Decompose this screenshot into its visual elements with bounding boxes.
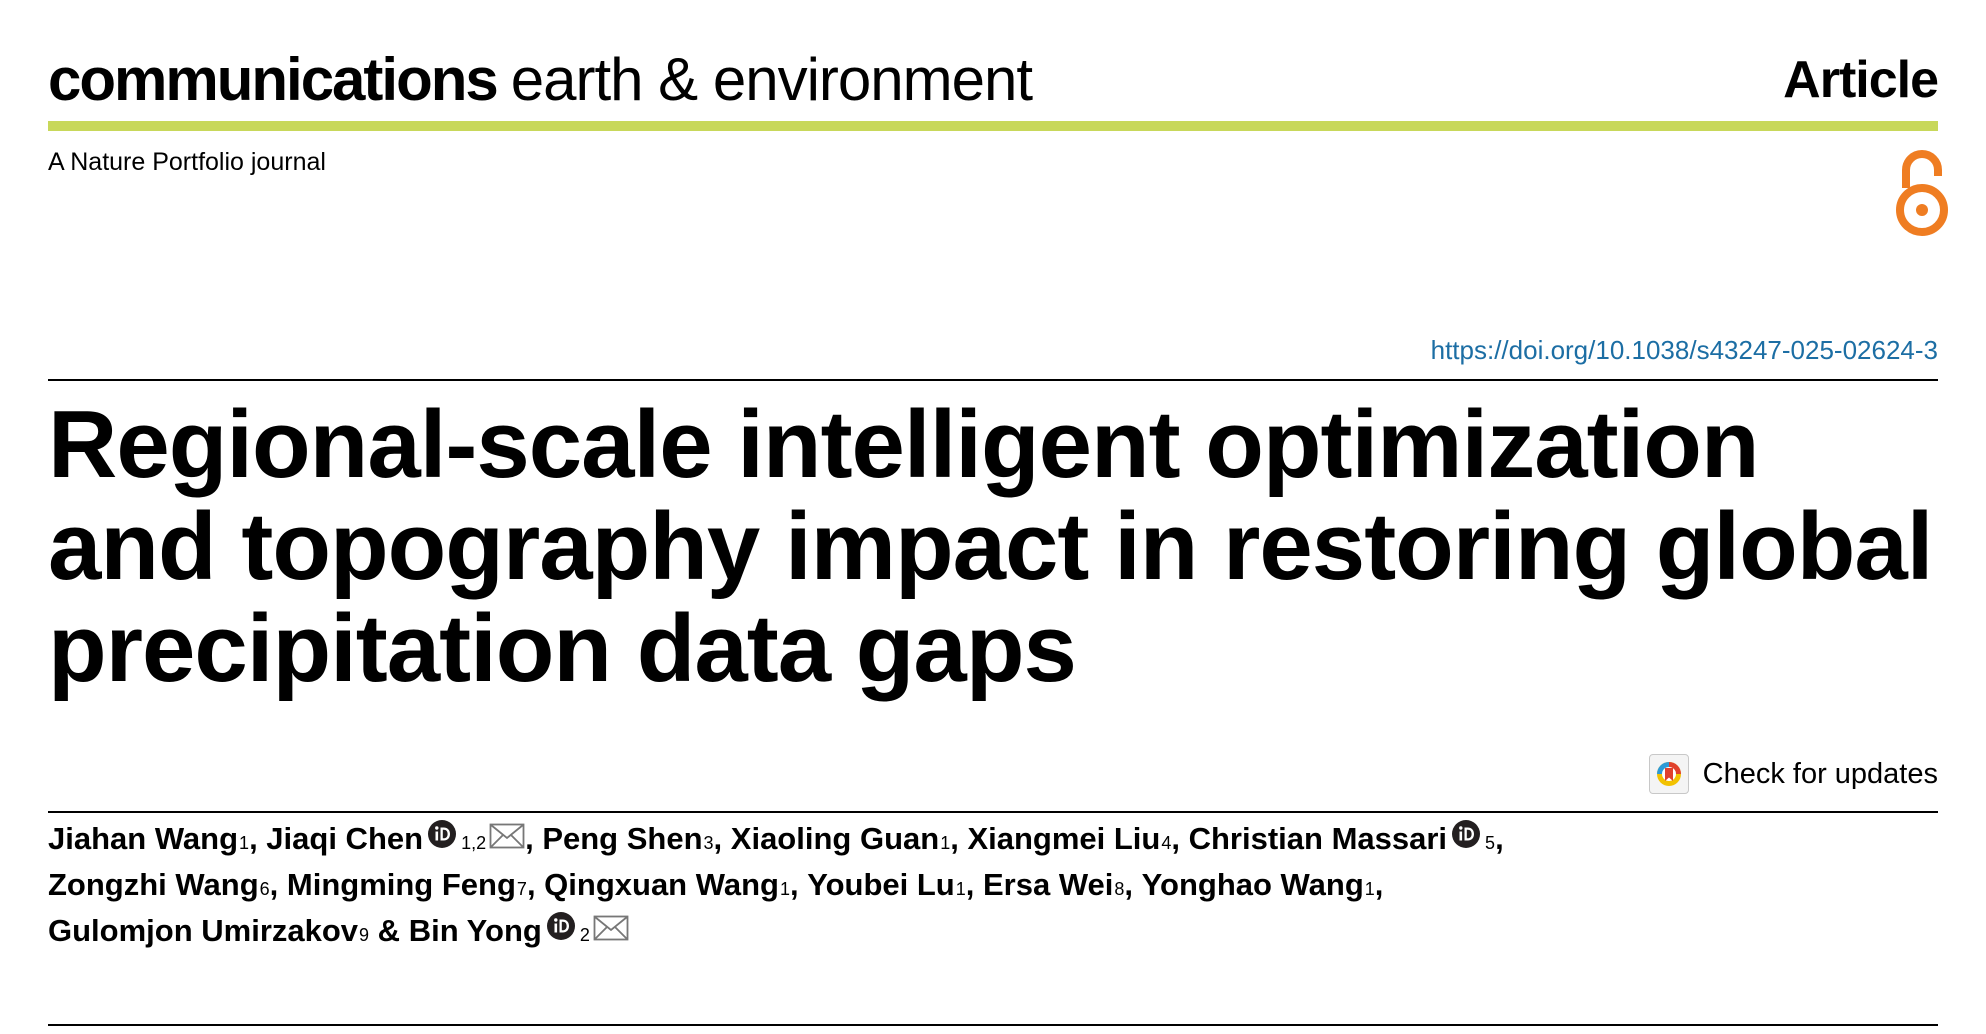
author-separator: ,	[526, 867, 545, 902]
author-separator: ,	[965, 867, 983, 902]
article-title-line: precipitation data gaps	[48, 595, 1077, 702]
author-separator: &	[369, 913, 409, 948]
author-separator: ,	[525, 821, 543, 856]
author-name[interactable]: Qingxuan Wang	[544, 867, 779, 902]
email-icon[interactable]	[489, 823, 525, 849]
author-name[interactable]: Yonghao Wang	[1141, 867, 1364, 902]
journal-name-light: earth & environment	[510, 46, 1033, 113]
portfolio-label: A Nature Portfolio journal	[48, 148, 326, 176]
journal-name-bold: communications	[48, 46, 499, 113]
author-entry: Gulomjon Umirzakov 9	[48, 908, 369, 954]
author-name[interactable]: Xiaoling Guan	[730, 821, 940, 856]
divider-rule	[48, 379, 1938, 381]
author-entry: Qingxuan Wang 1	[544, 862, 790, 908]
author-name[interactable]: Zongzhi Wang	[48, 867, 259, 902]
author-separator: ,	[1171, 821, 1189, 856]
author-entry: Jiahan Wang 1	[48, 816, 249, 862]
orcid-icon[interactable]	[427, 819, 457, 849]
author-separator: ,	[713, 821, 731, 856]
author-name[interactable]: Jiahan Wang	[48, 821, 239, 856]
author-name[interactable]: Ersa Wei	[983, 867, 1114, 902]
author-entry: Jiaqi Chen 1,2	[266, 816, 525, 862]
author-entry: Bin Yong 2	[409, 908, 629, 954]
author-name[interactable]: Peng Shen	[542, 821, 703, 856]
author-entry: Mingming Feng 7	[287, 862, 527, 908]
article-title-line: Regional-scale intelligent optimization	[48, 391, 1760, 498]
author-separator: ,	[789, 867, 808, 902]
check-for-updates-label: Check for updates	[1702, 758, 1938, 790]
orcid-icon[interactable]	[546, 911, 576, 941]
author-name[interactable]: Gulomjon Umirzakov	[48, 913, 359, 948]
author-name[interactable]: Mingming Feng	[286, 867, 516, 902]
author-separator: ,	[1374, 867, 1384, 902]
article-type-label: Article	[1783, 51, 1939, 109]
author-entry: Yonghao Wang 1	[1142, 862, 1375, 908]
author-separator: ,	[249, 821, 267, 856]
orcid-icon[interactable]	[1451, 819, 1481, 849]
author-name[interactable]: Youbei Lu	[807, 867, 955, 902]
author-line: Gulomjon Umirzakov 9 & Bin Yong 2	[48, 908, 1938, 954]
author-line: Zongzhi Wang 6, Mingming Feng 7, Qingxuan …	[48, 862, 1938, 908]
author-separator: ,	[1124, 867, 1142, 902]
author-list: Jiahan Wang 1, Jiaqi Chen 1,2, Peng Shen 3,…	[48, 816, 1938, 954]
divider-rule	[48, 811, 1938, 813]
open-access-icon	[1894, 146, 1950, 238]
author-entry: Peng Shen 3	[542, 816, 713, 862]
author-entry: Ersa Wei 8	[983, 862, 1124, 908]
author-name[interactable]: Christian Massari	[1188, 821, 1448, 856]
email-icon[interactable]	[593, 915, 629, 941]
author-separator: ,	[950, 821, 968, 856]
author-entry: Youbei Lu 1	[807, 862, 966, 908]
article-title: Regional-scale intelligent optimization …	[48, 394, 1948, 700]
author-separator: ,	[269, 867, 287, 902]
check-for-updates-button[interactable]: Check for updates	[1648, 754, 1938, 794]
divider-rule	[48, 1024, 1938, 1026]
author-entry: Zongzhi Wang 6	[48, 862, 270, 908]
article-title-line: and topography impact in restoring globa…	[48, 493, 1933, 600]
author-entry: Christian Massari 5	[1189, 816, 1495, 862]
header-accent-rule	[48, 121, 1938, 131]
author-entry: Xiangmei Liu 4	[967, 816, 1171, 862]
author-name[interactable]: Jiaqi Chen	[266, 821, 424, 856]
doi-link[interactable]: https://doi.org/10.1038/s43247-025-02624…	[1430, 335, 1938, 365]
author-entry: Xiaoling Guan 1	[731, 816, 950, 862]
author-separator: ,	[1495, 821, 1504, 856]
author-line: Jiahan Wang 1, Jiaqi Chen 1,2, Peng Shen 3,…	[48, 816, 1938, 862]
journal-name[interactable]: communications earth & environment	[48, 40, 1033, 120]
check-for-updates-icon	[1648, 754, 1689, 794]
author-name[interactable]: Xiangmei Liu	[967, 821, 1161, 856]
author-name[interactable]: Bin Yong	[408, 913, 542, 948]
